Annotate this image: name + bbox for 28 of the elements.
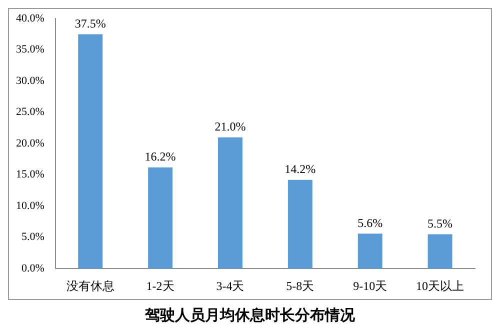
y-tick-label: 25.0%: [16, 106, 44, 118]
bar: [428, 234, 452, 269]
y-tick-label: 20.0%: [16, 137, 44, 150]
y-tick-label: 0.0%: [21, 262, 44, 274]
bar: [288, 180, 312, 269]
y-tick-label: 40.0%: [16, 12, 44, 24]
x-tick-label: 没有休息: [66, 278, 114, 293]
data-label: 14.2%: [284, 162, 316, 176]
data-label: 16.2%: [144, 150, 176, 164]
data-label: 21.0%: [214, 120, 246, 134]
bar: [358, 234, 382, 269]
x-tick-label: 5-8天: [286, 278, 314, 293]
bar: [148, 167, 173, 269]
data-label: 37.5%: [74, 16, 106, 30]
data-label: 5.6%: [358, 216, 383, 230]
y-tick-label: 15.0%: [16, 168, 44, 181]
text: 驾驶人员月均休息时长分布情况: [144, 306, 356, 325]
y-tick-label: 30.0%: [16, 74, 44, 87]
x-tick-label: 9-10天: [353, 278, 388, 293]
y-tick-label: 35.0%: [16, 44, 44, 56]
y-tick-label: 10.0%: [16, 200, 44, 212]
x-tick-label: 3-4天: [216, 278, 244, 293]
bar: [218, 137, 242, 269]
x-tick-label: 1-2天: [146, 278, 174, 293]
data-label: 5.5%: [428, 216, 453, 230]
bar: [78, 34, 103, 269]
y-tick-label: 5.0%: [21, 231, 44, 244]
x-tick-label: 10天以上: [416, 278, 464, 293]
